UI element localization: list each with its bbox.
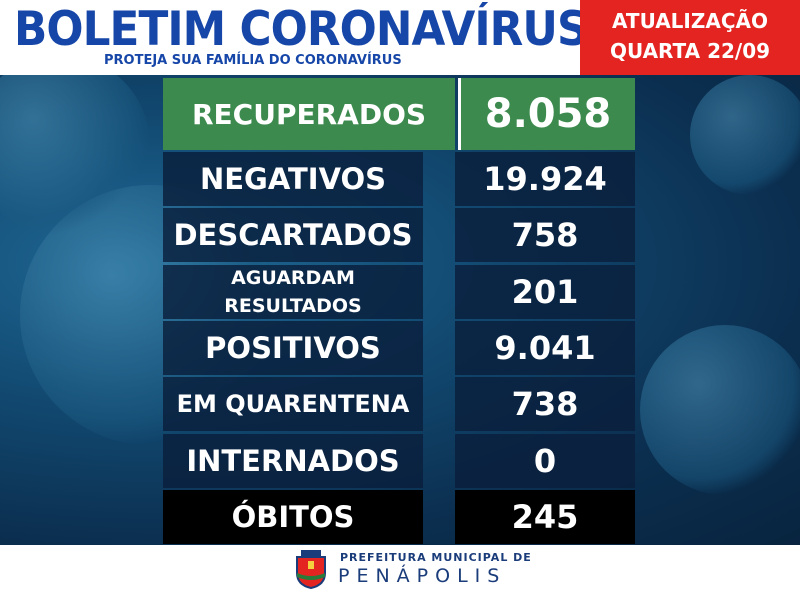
row-value-text: 201 [511,272,579,311]
row-label: ÓBITOS [163,489,423,544]
row-label: POSITIVOS [163,320,423,375]
virus-graphic [640,325,800,495]
title: BOLETIM CORONAVÍRUS [14,2,588,57]
row-label: NEGATIVOS [163,152,423,206]
virus-graphic [690,75,800,195]
row-value-text: 19.924 [483,160,607,198]
footer-line2: PENÁPOLIS [338,565,507,587]
update-box: ATUALIZAÇÃO QUARTA 22/09 [580,0,800,75]
row-label-text: DESCARTADOS [173,218,413,253]
row-label-text: AGUARDAM RESULTADOS [224,266,362,317]
update-label: ATUALIZAÇÃO [612,9,768,33]
city-crest [296,550,326,589]
row-value-text: 8.058 [484,91,612,137]
row-label: DESCARTADOS [163,208,423,263]
subtitle: PROTEJA SUA FAMÍLIA DO CORONAVÍRUS [104,53,402,68]
row-value: 245 [455,489,635,544]
row-label: AGUARDAM RESULTADOS [163,264,423,319]
row-value: 8.058 [458,78,635,150]
row-value-text: 0 [533,441,557,480]
row-value: 758 [455,208,635,263]
row-value: 0 [455,433,635,488]
row-value-text: 245 [511,497,579,536]
row-label-text: EM QUARENTENA [176,390,410,419]
row-label-text: RECUPERADOS [191,97,427,131]
row-label: RECUPERADOS [163,78,455,150]
footer-line1: PREFEITURA MUNICIPAL DE [340,551,532,564]
row-label-text: POSITIVOS [205,330,381,365]
row-value: 9.041 [455,320,635,375]
row-label-text: ÓBITOS [231,499,355,534]
row-value-text: 9.041 [494,328,596,367]
row-label-text: NEGATIVOS [199,162,387,196]
update-date: QUARTA 22/09 [609,39,771,63]
row-value-text: 758 [511,216,579,255]
row-value: 19.924 [455,152,635,206]
row-value-text: 738 [511,385,579,424]
row-label-text: INTERNADOS [186,443,400,478]
row-label: EM QUARENTENA [163,377,423,432]
row-label: INTERNADOS [163,433,423,488]
row-value: 738 [455,377,635,432]
footer: PREFEITURA MUNICIPAL DE PENÁPOLIS [0,545,800,591]
row-value: 201 [455,264,635,319]
